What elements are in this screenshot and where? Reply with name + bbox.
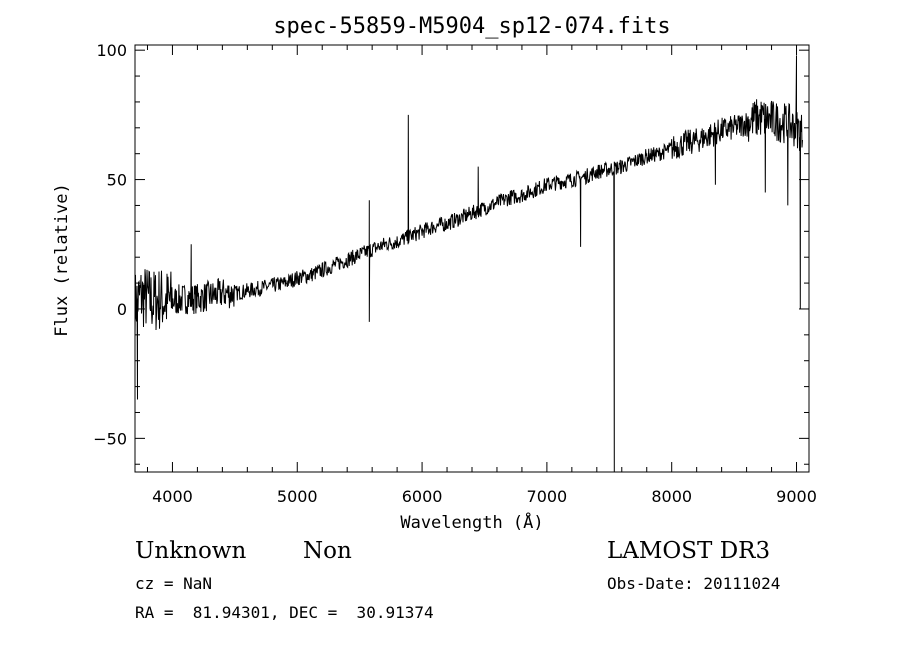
x-tick-label: 4000 [152,487,193,506]
y-tick-label: 50 [107,171,127,190]
y-tick-label: −50 [93,429,127,448]
x-tick-label: 8000 [651,487,692,506]
x-tick-label: 9000 [776,487,817,506]
x-axis-label: Wavelength (Å) [400,511,543,533]
ra-dec-coordinates: RA = 81.94301, DEC = 30.91374 [135,603,434,622]
axis-ticks [135,45,809,472]
y-tick-label: 0 [117,300,127,319]
redshift-cz: cz = NaN [135,574,213,593]
x-tick-label: 7000 [527,487,568,506]
x-tick-label: 6000 [402,487,443,506]
x-tick-label: 5000 [277,487,318,506]
y-tick-label: 100 [96,41,127,60]
y-axis-label: Flux (relative) [52,183,72,337]
plot-border [134,44,810,473]
chart-title: spec-55859-M5904_sp12-074.fits [273,14,670,39]
object-type: Unknown [135,538,247,564]
object-subclass: Non [303,538,352,564]
flux-series-line [134,55,803,473]
plot-frame [134,44,810,473]
observation-date: Obs-Date: 20111024 [607,574,781,593]
tick-labels: 4000 5000 6000 7000 8000 9000 −50 0 50 100 [93,41,817,506]
survey-name: LAMOST DR3 [607,538,771,564]
